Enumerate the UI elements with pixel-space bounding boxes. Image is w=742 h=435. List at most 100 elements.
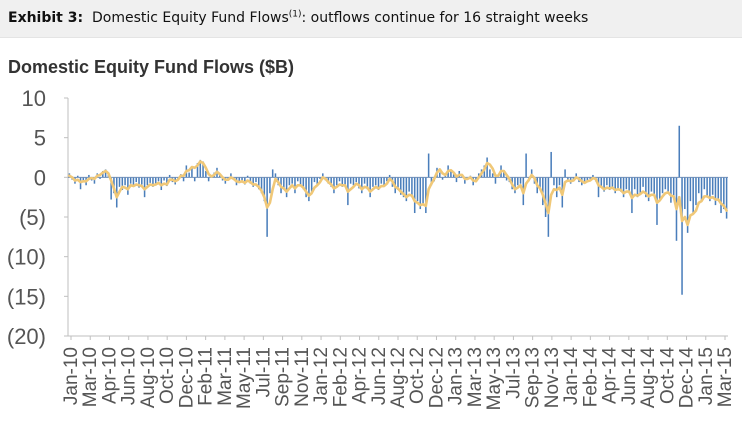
flow-bar [411,177,413,198]
moving-average-line [68,160,728,227]
x-tick-label: Jul-13 [503,347,524,399]
chart-title: Domestic Equity Fund Flows ($B) [8,57,295,77]
flow-bar [358,177,360,189]
flow-bar [152,177,154,187]
flow-bar [670,177,672,203]
flow-bar [558,177,561,186]
flow-bar [422,177,424,206]
flow-bar [711,177,714,195]
flow-bar [310,177,313,192]
flow-bar [639,177,642,194]
exhibit-label: Exhibit 3: [8,10,84,26]
flow-bar [444,175,447,178]
flow-bar [369,177,371,198]
x-tick-label: Oct-10 [157,347,178,404]
x-tick-label: Jan-12 [311,347,332,405]
flow-bar [157,177,160,182]
flow-bar [308,177,310,202]
x-tick-label: Jan-15 [696,347,717,405]
flow-bar [413,177,416,214]
x-tick-label: Dec-12 [426,347,447,408]
exhibit-title-main: Domestic Equity Fund Flows [92,10,289,26]
flow-bar [530,169,533,178]
flow-bar [129,177,132,184]
flow-bar [589,177,591,179]
x-tick-label: Jan-13 [446,347,467,405]
flow-bar [388,174,391,178]
flow-bar [608,177,611,191]
flow-bar [330,177,332,187]
flow-bar [606,177,608,186]
y-tick-label: 5 [34,126,46,151]
flow-bar [650,177,653,192]
flow-bar [617,177,619,189]
flow-bar [491,173,494,178]
flow-bar [302,177,305,190]
flow-bar [416,177,419,202]
flow-bar [455,177,458,183]
x-tick-label: Oct-12 [407,347,428,404]
flow-bar [397,177,399,191]
flow-bar [294,177,296,194]
flow-bar [427,153,430,178]
flow-bar [230,173,232,178]
flow-bar [544,177,547,217]
flow-bar [405,177,408,202]
flow-bar [168,174,171,178]
y-tick-label: (20) [7,324,46,349]
x-tick-label: Jul-11 [253,347,274,397]
flow-bar [104,169,107,178]
x-tick-label: Nov-13 [542,347,563,408]
flow-bar [505,177,508,181]
flow-bar [686,177,689,233]
flow-bar [93,177,96,184]
y-tick-label: (15) [7,284,46,309]
flow-bar [341,177,344,187]
flow-bar [620,177,622,192]
flow-bar [402,177,405,198]
flow-bar [586,177,589,181]
flow-bar [127,177,129,195]
x-tick-label: Jan-10 [61,347,82,405]
flow-bar [88,174,90,178]
x-tick-label: Feb-11 [196,347,217,406]
flow-bar [709,177,711,202]
flow-bar [555,177,558,198]
y-tick-label: (5) [19,205,46,230]
flow-bar [319,177,321,179]
x-tick-label: Aug-10 [138,347,159,408]
flow-bar [118,177,121,187]
flow-bar [135,177,137,183]
flow-bar [494,177,497,184]
flow-bar [338,177,341,182]
flow-bar [684,177,686,210]
flow-bar [313,177,316,183]
flow-bar [121,177,124,191]
flow-bar [285,177,288,198]
flow-bar [333,177,335,194]
flow-bar [452,174,455,178]
x-tick-label: Jan-14 [561,347,582,406]
flow-bar [717,177,720,200]
x-tick-label: Jun-14 [619,347,640,406]
flow-bar [550,151,552,178]
x-axis: Jan-10Mar-10Apr-10Jun-10Aug-10Oct-10Dec-… [61,335,736,410]
flow-bar [355,177,357,183]
x-tick-label: Mar-13 [465,347,486,407]
flow-bar [305,177,307,198]
flow-bar [188,172,190,178]
flow-bar [725,177,728,219]
flow-bar [575,173,577,178]
flow-bar [166,177,168,187]
flow-bar [257,177,260,190]
flow-bar [252,177,254,187]
flow-bar [628,177,630,194]
flow-bar [99,177,101,179]
weekly-flow-bars [68,125,728,295]
flow-bar [664,177,667,190]
x-tick-label: Sep-11 [273,347,294,407]
flow-bar [238,177,241,183]
exhibit-caption: Exhibit 3: Domestic Equity Fund Flows(1)… [0,0,742,38]
flow-bar [642,177,644,187]
